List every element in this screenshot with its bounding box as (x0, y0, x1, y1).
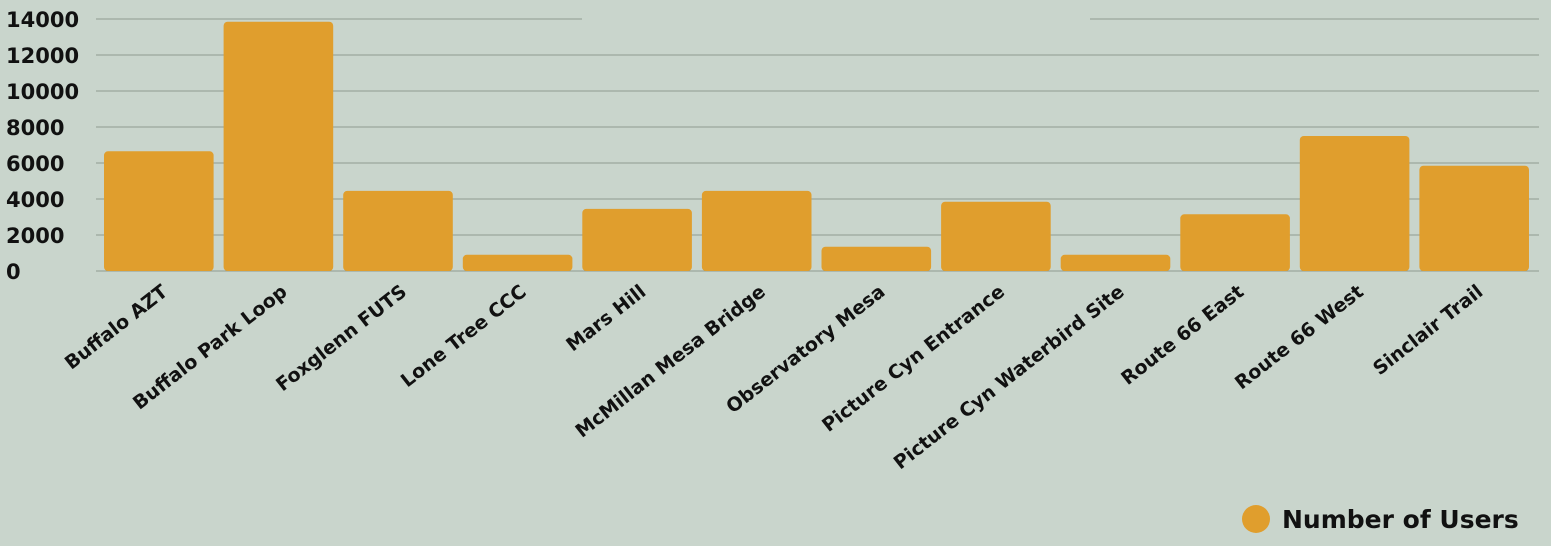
x-tick-label: Route 66 East (1117, 281, 1248, 390)
x-tick-label: Lone Tree CCC (397, 281, 531, 392)
bars (104, 21, 1529, 272)
bar-picture-cyn-entrance (941, 201, 1051, 271)
legend: Number of Users (1242, 505, 1519, 534)
bar-lone-tree-ccc (462, 254, 573, 271)
grid-lines (96, 18, 1539, 272)
bar-buffalo-park-loop (223, 21, 334, 272)
y-tick-label: 6000 (6, 152, 64, 176)
bar-route-66-east (1180, 214, 1290, 271)
x-tick-label: Route 66 West (1231, 281, 1368, 395)
bar-route-66-west (1299, 136, 1410, 271)
x-tick-label: Foxglenn FUTS (272, 281, 411, 396)
x-tick-label: Sinclair Trail (1369, 281, 1487, 380)
bar-sinclair-trail (1419, 165, 1529, 271)
y-axis-tick-labels: 0 2000 4000 6000 8000 10000 12000 14000 (6, 8, 79, 284)
bar-observatory-mesa (821, 246, 932, 271)
bar-mcmillan-mesa-bridge (701, 190, 812, 271)
x-tick-label: Mars Hill (562, 281, 650, 356)
legend-label-number-of-users: Number of Users (1282, 505, 1519, 534)
y-tick-label: 2000 (6, 224, 64, 248)
bar-buffalo-azt (104, 151, 214, 271)
bar-foxglenn-futs (343, 190, 453, 271)
x-tick-label: Picture Cyn Waterbird Site (890, 281, 1129, 474)
y-tick-label: 14000 (6, 8, 79, 32)
legend-swatch (1242, 505, 1270, 533)
y-tick-label: 10000 (6, 80, 79, 104)
y-tick-label: 0 (6, 260, 21, 284)
bar-picture-cyn-waterbird-site (1060, 254, 1171, 271)
x-tick-label: Buffalo AZT (61, 281, 172, 375)
y-tick-label: 8000 (6, 116, 64, 140)
x-tick-label: McMillan Mesa Bridge (571, 281, 769, 443)
y-tick-label: 4000 (6, 188, 64, 212)
bar-mars-hill (582, 208, 692, 271)
y-tick-label: 12000 (6, 44, 79, 68)
